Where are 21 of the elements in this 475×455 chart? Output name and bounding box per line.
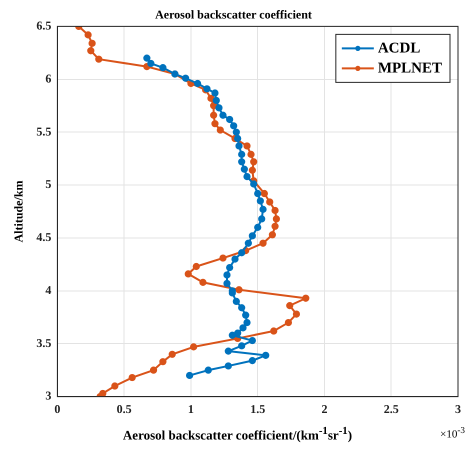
legend-label: MPLNET [378,60,442,76]
y-tick-label: 4.5 [36,230,52,244]
x-axis-title: Aerosol backscatter coefficient/(km$^{-1}$sr$^{-1}$) [122,425,352,442]
y-tick-label: 4 [45,282,52,297]
text: ×10$^{-3}$ [440,425,465,441]
x-tick-label: 1.5 [250,402,266,416]
x-tick-label: 2 [321,402,328,416]
y-tick-label: 3.5 [36,336,52,350]
y-tick-label: 6.5 [36,18,52,32]
legend-label: ACDL [378,40,420,56]
y-axis-title: Altitude/km [11,180,26,243]
x-tick-label: 3 [455,402,461,416]
x-tick-label: 2.5 [384,402,399,416]
y-tick-label: 6 [45,71,52,86]
x-tick-label: 0.5 [116,402,132,416]
x-tick-label: 0 [54,402,60,416]
y-tick-label: 5 [45,177,52,192]
y-tick-label: 3 [45,388,52,403]
x-tick-label: 1 [188,402,194,416]
y-tick-label: 5.5 [36,124,52,138]
chart-title: Aerosol backscatter coefficient [155,7,312,22]
